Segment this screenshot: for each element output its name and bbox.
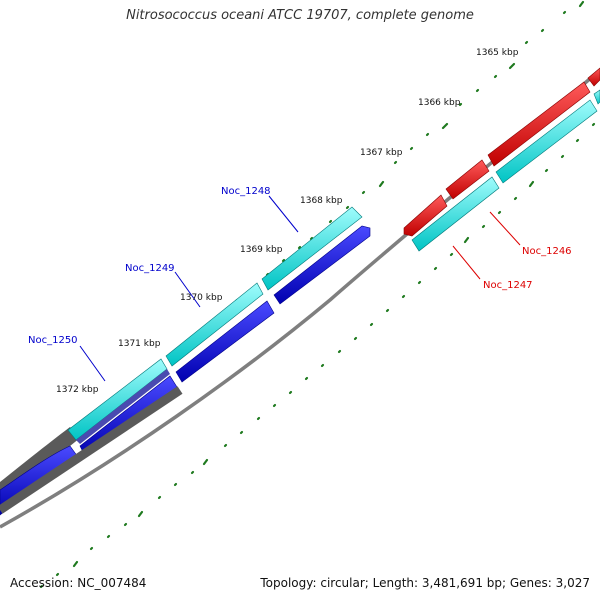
gene-label-noc-1246: Noc_1246 (522, 246, 572, 257)
accession-text: Accession: NC_007484 (10, 576, 147, 590)
scale-label-1372: 1372 kbp (56, 385, 99, 395)
gene-label-noc-1248: Noc_1248 (221, 186, 271, 197)
gene-label-noc-1247: Noc_1247 (483, 280, 533, 291)
scale-label-1370: 1370 kbp (180, 293, 223, 303)
cds-blue-2 (175, 300, 275, 383)
cds-noc-1248 (261, 206, 363, 291)
cds-red-2 (445, 159, 490, 200)
cds-noc-1246 (487, 81, 591, 167)
scale-label-1365: 1365 kbp (476, 48, 519, 58)
scale-label-1366: 1366 kbp (418, 98, 461, 108)
scale-label-1367: 1367 kbp (360, 148, 403, 158)
inner-tick-ring (39, 122, 596, 589)
cds-noc-1247 (411, 176, 500, 252)
topology-summary: Topology: circular; Length: 3,481,691 bp… (260, 576, 590, 590)
cds-noc-1250-shadow (76, 369, 170, 444)
scale-label-1371: 1371 kbp (118, 339, 161, 349)
cds-noc-1249 (165, 282, 264, 367)
genome-backbone-lower (0, 386, 183, 514)
map-title: Nitrosococcus oceani ATCC 19707, complet… (126, 8, 474, 23)
gene-label-noc-1250: Noc_1250 (28, 335, 78, 346)
forward-cds-left (67, 206, 363, 444)
gene-label-noc-1249: Noc_1249 (125, 263, 175, 274)
cds-cyan-right-2 (495, 99, 598, 184)
forward-cds-right (403, 67, 600, 237)
scale-label-1368: 1368 kbp (300, 196, 343, 206)
cds-red-4 (587, 67, 600, 87)
cds-cyan-right-3 (593, 89, 600, 105)
scale-labels: 1365 kbp 1366 kbp 1367 kbp 1368 kbp 1369… (56, 48, 519, 395)
cds-blue-1 (273, 225, 371, 305)
cds-red-3 (403, 194, 448, 237)
gene-labels: Noc_1246 Noc_1247 Noc_1248 Noc_1249 Noc_… (28, 186, 572, 346)
scale-label-1369: 1369 kbp (240, 245, 283, 255)
label-callouts (79, 195, 521, 382)
forward-cds-right-cyan (411, 89, 600, 252)
